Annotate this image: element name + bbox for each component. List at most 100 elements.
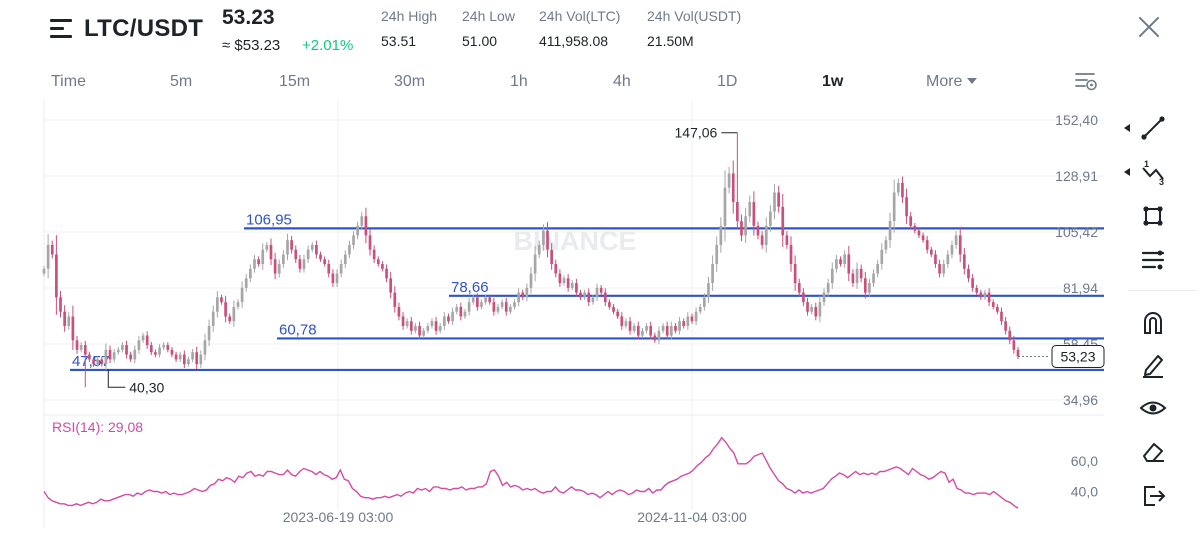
candle-body bbox=[822, 292, 826, 303]
candle bbox=[707, 276, 710, 304]
tab-time[interactable]: Time bbox=[51, 73, 86, 90]
rsi-line bbox=[43, 436, 1019, 509]
candle bbox=[884, 235, 888, 254]
candle-body bbox=[570, 283, 574, 288]
close-icon[interactable] bbox=[1138, 16, 1160, 38]
candle-body bbox=[876, 264, 880, 274]
shape-icon[interactable] bbox=[1138, 202, 1168, 230]
candle bbox=[810, 304, 813, 315]
tab-1h[interactable]: 1h bbox=[510, 73, 528, 90]
candle-body bbox=[554, 264, 558, 274]
candle-body bbox=[905, 197, 908, 217]
candle bbox=[79, 342, 83, 353]
candle bbox=[116, 346, 120, 355]
candle bbox=[764, 217, 768, 253]
candle-body bbox=[983, 292, 987, 298]
candle-body bbox=[75, 340, 79, 350]
candle-body bbox=[835, 259, 838, 269]
candle bbox=[830, 262, 834, 289]
tab-1w[interactable]: 1w bbox=[822, 73, 844, 90]
eraser-icon[interactable] bbox=[1138, 438, 1168, 466]
candle-body bbox=[971, 278, 974, 288]
candle-body bbox=[504, 302, 508, 312]
candle bbox=[591, 294, 595, 305]
candle bbox=[525, 283, 529, 302]
candle-body bbox=[929, 249, 933, 255]
candle bbox=[83, 340, 87, 388]
candle bbox=[533, 245, 537, 282]
exit-icon[interactable] bbox=[1138, 482, 1168, 510]
tab-more[interactable]: More bbox=[926, 73, 978, 91]
candle-body bbox=[925, 240, 929, 250]
candle bbox=[261, 243, 265, 270]
rsi-panel: RSI(14): 29,08 60,0 40,0 bbox=[43, 419, 1098, 509]
candle-body bbox=[137, 340, 141, 350]
candle bbox=[306, 245, 310, 264]
price-change: +2.01% bbox=[302, 37, 354, 54]
candle bbox=[294, 245, 298, 264]
candle bbox=[178, 351, 182, 362]
candle-body bbox=[509, 306, 512, 312]
magnet-icon[interactable] bbox=[1138, 308, 1168, 336]
candle bbox=[409, 316, 413, 335]
current-price-tag[interactable] bbox=[1051, 344, 1105, 368]
tab-1d[interactable]: 1D bbox=[717, 73, 738, 90]
candle bbox=[1008, 326, 1012, 345]
candle bbox=[96, 356, 99, 367]
candle-body bbox=[641, 330, 644, 336]
candle-body bbox=[1012, 340, 1016, 350]
candle bbox=[75, 336, 79, 354]
candle-body bbox=[434, 321, 438, 331]
ticker-header: LTC/USDT 53.23 ≈ $53.23 +2.01% 24h High … bbox=[0, 0, 1200, 62]
candle-body bbox=[352, 235, 355, 245]
rsi-tick-label: 40,0 bbox=[1071, 484, 1098, 500]
candle bbox=[302, 254, 306, 273]
pencil-icon[interactable] bbox=[1138, 350, 1168, 378]
candle-body bbox=[542, 230, 545, 245]
candle-body bbox=[674, 325, 677, 331]
menu-icon[interactable] bbox=[50, 19, 72, 39]
caret-left-icon[interactable] bbox=[1124, 124, 1130, 132]
candle-body bbox=[393, 292, 397, 307]
candle-body bbox=[781, 206, 785, 236]
candle-body bbox=[253, 259, 256, 269]
candle bbox=[694, 307, 698, 326]
eye-icon[interactable] bbox=[1138, 394, 1168, 422]
candle bbox=[269, 238, 273, 266]
tab-4h[interactable]: 4h bbox=[613, 73, 631, 90]
candle bbox=[286, 233, 289, 261]
candle-body bbox=[55, 254, 58, 298]
candle-body bbox=[381, 264, 384, 269]
candle bbox=[537, 240, 541, 259]
indicator-list-icon[interactable] bbox=[1138, 246, 1168, 274]
trading-pair[interactable]: LTC/USDT bbox=[84, 15, 204, 42]
tab-5m[interactable]: 5m bbox=[170, 73, 193, 90]
candle-body bbox=[785, 235, 789, 245]
candle bbox=[917, 227, 921, 238]
candle-body bbox=[348, 244, 351, 255]
caret-left-icon[interactable] bbox=[1124, 168, 1130, 176]
candle-body bbox=[678, 321, 681, 331]
candle bbox=[372, 245, 376, 264]
chart-settings-icon[interactable] bbox=[1074, 70, 1098, 92]
candle-body bbox=[116, 349, 120, 353]
watermark: BINANCE bbox=[513, 226, 636, 256]
candle bbox=[162, 342, 166, 351]
candle-body bbox=[868, 283, 871, 293]
candle bbox=[542, 224, 545, 251]
candle bbox=[513, 299, 516, 310]
candle-body bbox=[1000, 311, 1003, 322]
candle-body bbox=[59, 297, 62, 312]
candle-body bbox=[249, 268, 252, 279]
candle-body bbox=[851, 273, 855, 284]
trend-line-icon[interactable] bbox=[1138, 114, 1168, 142]
tab-30m[interactable]: 30m bbox=[394, 73, 426, 90]
candle bbox=[376, 256, 380, 267]
candle bbox=[872, 269, 875, 287]
candle-body bbox=[430, 321, 434, 326]
price-tick-label: 128,91 bbox=[1055, 168, 1098, 184]
tab-15m[interactable]: 15m bbox=[279, 73, 311, 90]
candle-body bbox=[50, 244, 54, 255]
